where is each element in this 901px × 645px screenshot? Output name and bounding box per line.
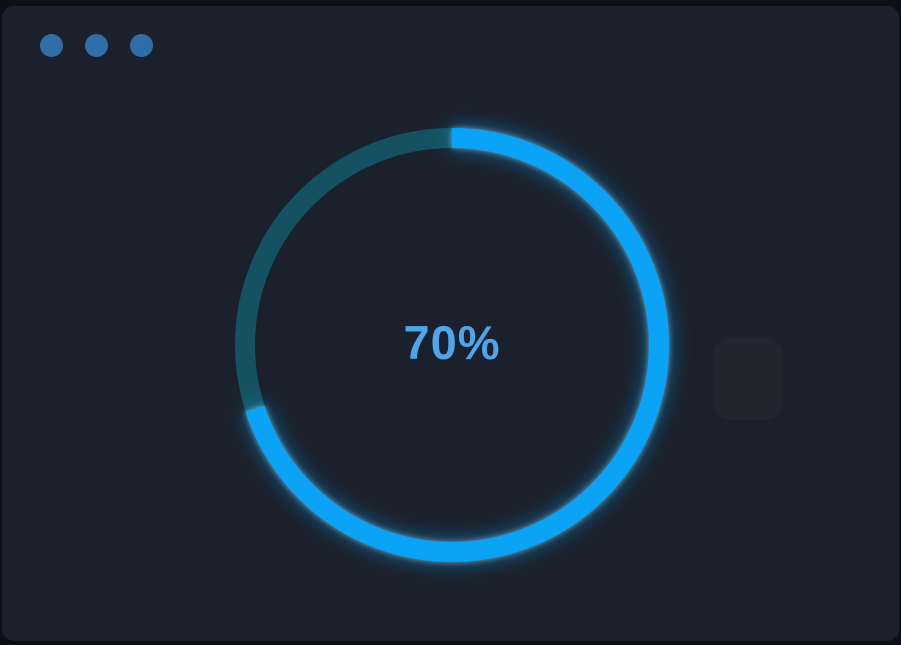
app-window	[2, 6, 899, 641]
progress-percent-label: 70%	[403, 316, 501, 369]
window-control-dot-2[interactable]	[85, 34, 108, 57]
window-controls	[40, 34, 153, 57]
window-control-dot-3[interactable]	[130, 34, 153, 57]
window-control-dot-1[interactable]	[40, 34, 63, 57]
progress-ring-value	[235, 128, 669, 562]
